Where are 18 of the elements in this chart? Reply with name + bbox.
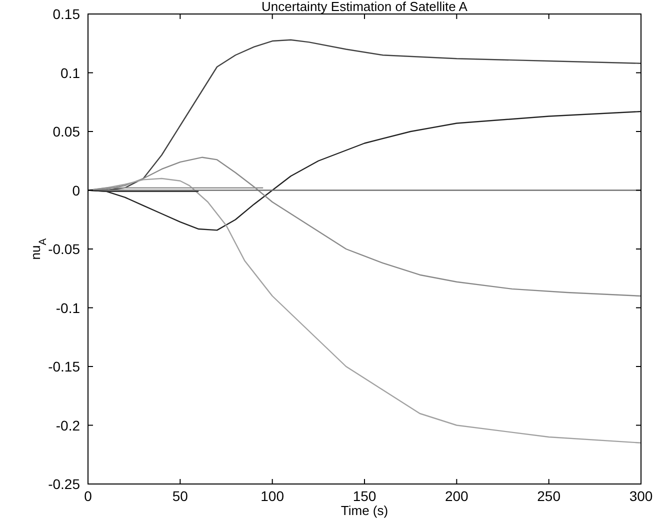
x-tick-label: 300 [629,488,653,504]
y-tick-label: 0 [72,182,80,198]
x-axis-title: Time (s) [340,503,388,518]
x-tick-label: 250 [537,488,561,504]
x-tick-label: 100 [260,488,284,504]
x-tick-label: 200 [444,488,469,504]
x-tick-label: 0 [84,488,92,504]
y-tick-label: -0.1 [56,300,80,316]
y-tick-label: 0.1 [60,64,80,81]
x-tick-label: 50 [172,488,188,504]
y-tick-label: -0.15 [48,358,80,374]
y-tick-label: -0.25 [48,476,80,492]
y-tick-label: 0.15 [52,6,80,22]
y-tick-label: -0.2 [56,417,80,434]
y-tick-label: -0.05 [48,241,80,257]
chart-title: Uncertainty Estimation of Satellite A [262,0,468,14]
y-tick-label: 0.05 [52,124,80,140]
x-tick-label: 150 [352,488,376,504]
